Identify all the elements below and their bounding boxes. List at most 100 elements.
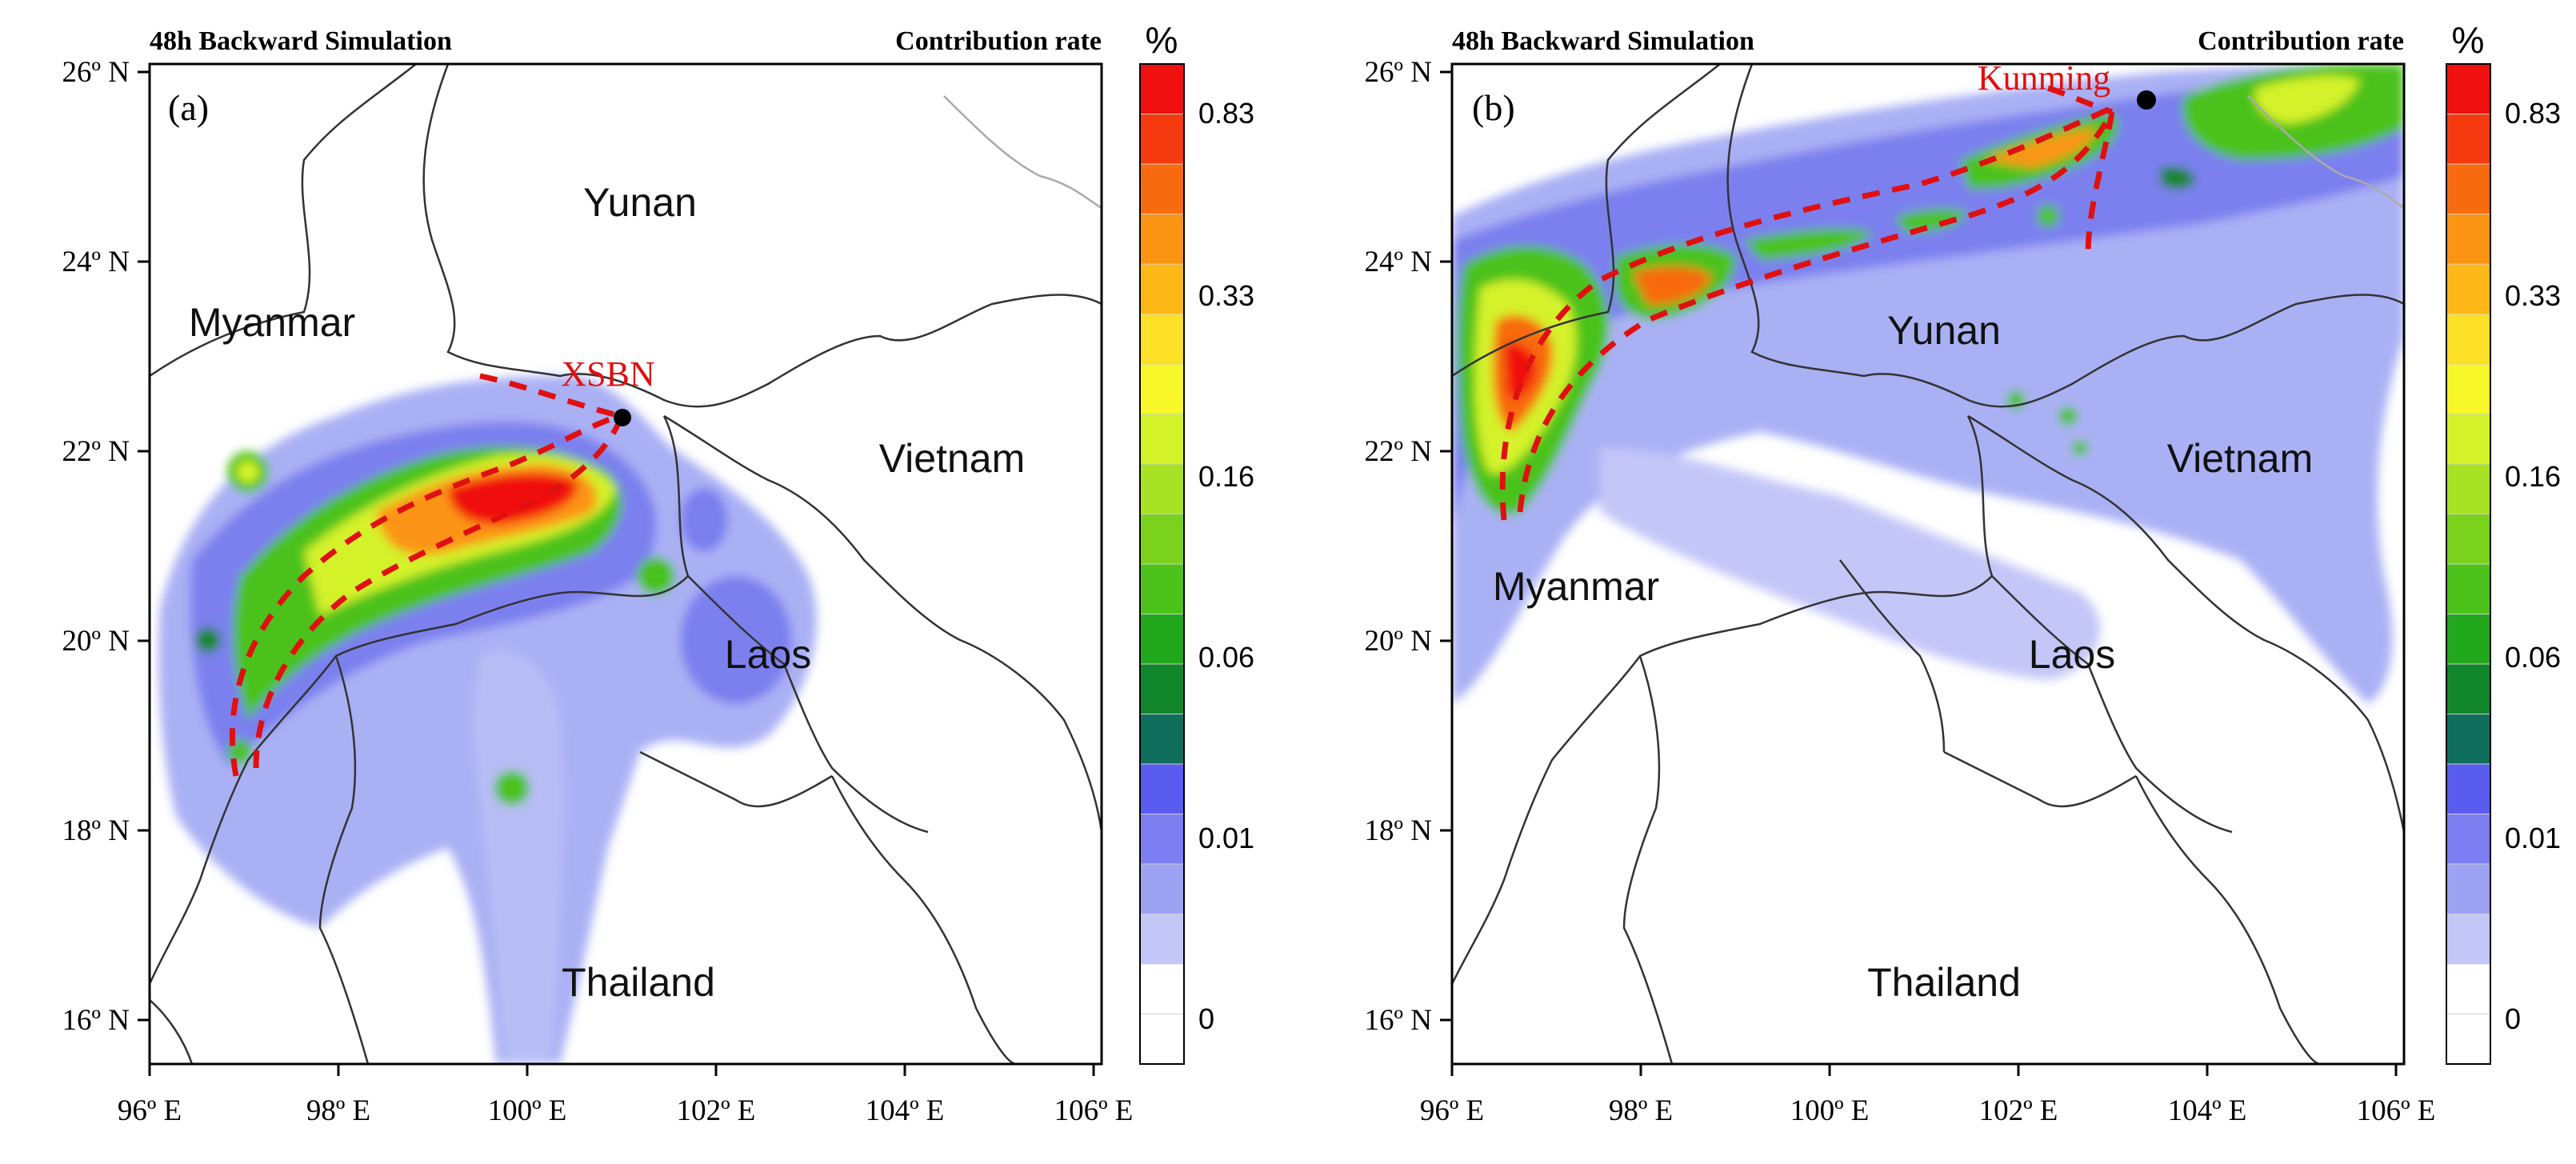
panel-b-lon-tick: 102º E (1979, 1094, 2058, 1127)
colorbar-swatch (1140, 964, 1184, 1014)
colorbar-swatch (1140, 814, 1184, 865)
panel-b-colorbar-unit: % (2452, 19, 2485, 61)
panel-b-lon-tick: 104º E (2168, 1094, 2247, 1127)
panel-a-lon-tick: 102º E (677, 1094, 756, 1127)
panel-a-lat-tick: 24º N (62, 246, 130, 278)
colorbar-swatch (2446, 964, 2490, 1014)
panel-b-region-myanmar: Myanmar (1493, 564, 1659, 609)
panel-b-lon-tick: 106º E (2357, 1094, 2436, 1127)
panel-a-lat-tick: 18º N (62, 814, 130, 847)
panel-b-colorbar-label: 0.83 (2505, 97, 2561, 130)
colorbar-swatch (1140, 714, 1184, 765)
colorbar-swatch (1140, 264, 1184, 314)
panel-a-lon-tick: 96º E (118, 1094, 182, 1127)
panel-b-colorbar-label: 0.33 (2505, 279, 2561, 312)
panel-a-lon-tick: 106º E (1054, 1094, 1134, 1127)
colorbar-swatch (2446, 164, 2490, 214)
colorbar-swatch (2446, 564, 2490, 614)
panel-b-lat-tick: 22º N (1365, 435, 1432, 468)
panel-b-lon-tick: 100º E (1790, 1094, 1870, 1127)
panel-b: 48h Backward Simulation Contribution rat… (1365, 26, 2436, 1127)
panel-b-colorbar-swatches (2446, 64, 2490, 1065)
colorbar-swatch (2446, 114, 2490, 165)
panel-b-lon-tick: 98º E (1609, 1094, 1673, 1127)
panel-b-region-vietnam: Vietnam (2167, 436, 2314, 481)
panel-a-lon-tick: 104º E (866, 1094, 945, 1127)
panel-a-map: (a) Yunan Myanmar Vietnam Laos Thailand … (150, 64, 1102, 1064)
panel-b-region-laos: Laos (2029, 632, 2115, 677)
panel-a-region-myanmar: Myanmar (189, 300, 355, 345)
figure: 48h Backward Simulation Contribution rat… (0, 0, 2576, 1164)
colorbar-swatch (1140, 614, 1184, 665)
colorbar-swatch (2446, 764, 2490, 814)
colorbar-swatch (2446, 514, 2490, 565)
panel-b-colorbar: % 0.83 0.33 0.16 0.06 0.01 0 (2446, 19, 2561, 1065)
panel-a-region-yunan: Yunan (583, 180, 697, 225)
panel-b-lat-tick: 26º N (1365, 56, 1432, 89)
panel-a: 48h Backward Simulation Contribution rat… (62, 26, 1134, 1127)
colorbar-swatch (2446, 214, 2490, 265)
panel-a-colorbar-label: 0.01 (1198, 822, 1254, 854)
panel-a-colorbar-label: 0 (1198, 1002, 1214, 1035)
colorbar-swatch (2446, 814, 2490, 865)
panel-a-colorbar-label: 0.33 (1198, 279, 1254, 312)
panel-a-lat-tick: 20º N (62, 625, 130, 658)
panel-a-letter: (a) (168, 87, 209, 128)
panel-a-colorbar-label: 0.16 (1198, 460, 1254, 493)
panel-a-header-left: 48h Backward Simulation (150, 26, 452, 56)
panel-b-colorbar-label: 0 (2505, 1002, 2521, 1035)
colorbar-swatch (2446, 664, 2490, 714)
panel-a-colorbar: % 0.83 0.33 0.16 0.06 0.01 0 (1140, 19, 1254, 1065)
panel-a-colorbar-swatches (1140, 64, 1184, 1065)
panel-a-colorbar-unit: % (1146, 19, 1178, 61)
colorbar-swatch (2446, 464, 2490, 514)
colorbar-swatch (1140, 114, 1184, 165)
panel-a-city-label: XSBN (561, 354, 654, 394)
colorbar-swatch (2446, 64, 2490, 114)
panel-b-lon-tick: 96º E (1420, 1094, 1484, 1127)
panel-b-colorbar-label: 0.01 (2505, 822, 2561, 854)
colorbar-swatch (2446, 1014, 2490, 1065)
panel-b-header-right: Contribution rate (2198, 26, 2404, 56)
colorbar-swatch (2446, 314, 2490, 365)
colorbar-swatch (1140, 1014, 1184, 1065)
colorbar-swatch (1140, 564, 1184, 614)
panel-b-region-yunan: Yunan (1887, 308, 2001, 353)
panel-b-header-left: 48h Backward Simulation (1452, 26, 1754, 56)
colorbar-swatch (1140, 314, 1184, 365)
colorbar-swatch (1140, 164, 1184, 214)
panel-a-lat-tick: 16º N (62, 1004, 130, 1037)
panel-b-colorbar-label: 0.16 (2505, 460, 2561, 493)
panel-b-map: (b) Yunan Myanmar Vietnam Laos Thailand … (1452, 58, 2404, 1064)
panel-b-lat-axis: 26º N 24º N 22º N 20º N 18º N 16º N (1365, 56, 1452, 1037)
colorbar-swatch (2446, 414, 2490, 465)
panel-a-region-thailand: Thailand (562, 960, 715, 1005)
colorbar-swatch (1140, 514, 1184, 565)
colorbar-swatch (1140, 864, 1184, 914)
panel-b-lat-tick: 18º N (1365, 814, 1432, 847)
colorbar-swatch (2446, 714, 2490, 765)
panel-a-lon-axis: 96º E 98º E 100º E 102º E 104º E 106º E (118, 1064, 1134, 1127)
colorbar-swatch (1140, 214, 1184, 265)
colorbar-swatch (1140, 414, 1184, 465)
panel-a-lat-axis: 26º N 24º N 22º N 20º N 18º N 16º N (62, 56, 150, 1037)
colorbar-swatch (2446, 364, 2490, 414)
panel-a-city-marker (614, 409, 631, 426)
panel-a-region-laos: Laos (725, 632, 811, 677)
panel-a-region-vietnam: Vietnam (879, 436, 1026, 481)
colorbar-swatch (2446, 914, 2490, 965)
panel-a-lat-tick: 22º N (62, 435, 130, 468)
colorbar-swatch (1140, 914, 1184, 965)
colorbar-swatch (2446, 864, 2490, 914)
panel-a-lon-tick: 100º E (488, 1094, 567, 1127)
colorbar-swatch (2446, 264, 2490, 314)
colorbar-swatch (1140, 364, 1184, 414)
panel-b-lat-tick: 24º N (1365, 246, 1432, 278)
colorbar-swatch (1140, 464, 1184, 514)
panel-b-letter: (b) (1472, 87, 1515, 128)
panel-a-lon-tick: 98º E (306, 1094, 370, 1127)
panel-b-lon-axis: 96º E 98º E 100º E 102º E 104º E 106º E (1420, 1064, 2436, 1127)
colorbar-swatch (1140, 664, 1184, 714)
panel-a-colorbar-label: 0.06 (1198, 641, 1254, 674)
colorbar-swatch (2446, 614, 2490, 665)
